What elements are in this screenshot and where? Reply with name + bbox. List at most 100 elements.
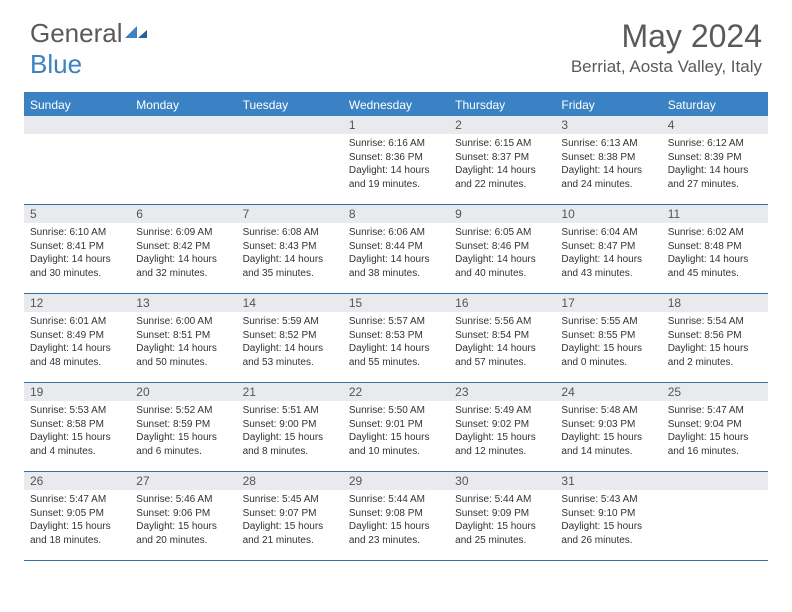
day-line: Sunset: 9:10 PM [561,507,655,521]
day-cell: 28Sunrise: 5:45 AMSunset: 9:07 PMDayligh… [237,472,343,560]
day-number: 31 [555,472,661,490]
day-line: Daylight: 14 hours and 40 minutes. [455,253,549,280]
day-cell: 21Sunrise: 5:51 AMSunset: 9:00 PMDayligh… [237,383,343,471]
day-line: Sunset: 8:51 PM [136,329,230,343]
week-row: 5Sunrise: 6:10 AMSunset: 8:41 PMDaylight… [24,205,768,294]
day-cell: 6Sunrise: 6:09 AMSunset: 8:42 PMDaylight… [130,205,236,293]
day-number: 12 [24,294,130,312]
brand-part1: General [30,18,123,48]
day-number: 6 [130,205,236,223]
day-line: Sunrise: 6:00 AM [136,315,230,329]
day-line: Daylight: 14 hours and 24 minutes. [561,164,655,191]
day-line: Sunset: 9:07 PM [243,507,337,521]
day-content: Sunrise: 6:08 AMSunset: 8:43 PMDaylight:… [237,223,343,284]
day-line: Daylight: 14 hours and 50 minutes. [136,342,230,369]
day-cell: 8Sunrise: 6:06 AMSunset: 8:44 PMDaylight… [343,205,449,293]
weekday-header: Saturday [662,94,768,116]
day-line: Sunrise: 5:51 AM [243,404,337,418]
day-cell: 18Sunrise: 5:54 AMSunset: 8:56 PMDayligh… [662,294,768,382]
day-line: Sunset: 9:09 PM [455,507,549,521]
day-line: Sunrise: 5:47 AM [30,493,124,507]
day-line: Sunrise: 6:01 AM [30,315,124,329]
day-number [24,116,130,134]
day-line: Daylight: 15 hours and 20 minutes. [136,520,230,547]
day-line: Sunset: 9:02 PM [455,418,549,432]
day-line: Sunset: 8:49 PM [30,329,124,343]
day-line: Daylight: 15 hours and 26 minutes. [561,520,655,547]
day-content: Sunrise: 5:53 AMSunset: 8:58 PMDaylight:… [24,401,130,462]
day-content: Sunrise: 5:45 AMSunset: 9:07 PMDaylight:… [237,490,343,551]
day-line: Daylight: 15 hours and 23 minutes. [349,520,443,547]
day-line: Sunrise: 5:48 AM [561,404,655,418]
day-line: Sunrise: 5:57 AM [349,315,443,329]
day-line: Sunrise: 5:46 AM [136,493,230,507]
day-cell [24,116,130,204]
day-content: Sunrise: 6:05 AMSunset: 8:46 PMDaylight:… [449,223,555,284]
day-number [662,472,768,490]
day-content: Sunrise: 5:59 AMSunset: 8:52 PMDaylight:… [237,312,343,373]
day-number: 2 [449,116,555,134]
day-content: Sunrise: 5:47 AMSunset: 9:05 PMDaylight:… [24,490,130,551]
day-line: Daylight: 15 hours and 10 minutes. [349,431,443,458]
day-line: Daylight: 14 hours and 53 minutes. [243,342,337,369]
day-line: Sunrise: 5:43 AM [561,493,655,507]
day-cell: 13Sunrise: 6:00 AMSunset: 8:51 PMDayligh… [130,294,236,382]
day-cell: 20Sunrise: 5:52 AMSunset: 8:59 PMDayligh… [130,383,236,471]
day-content: Sunrise: 6:12 AMSunset: 8:39 PMDaylight:… [662,134,768,195]
day-content: Sunrise: 5:55 AMSunset: 8:55 PMDaylight:… [555,312,661,373]
calendar: SundayMondayTuesdayWednesdayThursdayFrid… [24,92,768,561]
day-number: 7 [237,205,343,223]
day-number: 18 [662,294,768,312]
day-cell [237,116,343,204]
day-number: 1 [343,116,449,134]
day-line: Sunset: 8:47 PM [561,240,655,254]
day-content [130,134,236,141]
day-line: Sunset: 8:38 PM [561,151,655,165]
day-content: Sunrise: 5:54 AMSunset: 8:56 PMDaylight:… [662,312,768,373]
day-content: Sunrise: 6:04 AMSunset: 8:47 PMDaylight:… [555,223,661,284]
weekday-header: Tuesday [237,94,343,116]
day-cell: 9Sunrise: 6:05 AMSunset: 8:46 PMDaylight… [449,205,555,293]
day-line: Sunset: 8:43 PM [243,240,337,254]
day-cell: 30Sunrise: 5:44 AMSunset: 9:09 PMDayligh… [449,472,555,560]
day-line: Daylight: 14 hours and 19 minutes. [349,164,443,191]
day-line: Daylight: 15 hours and 8 minutes. [243,431,337,458]
day-line: Daylight: 15 hours and 25 minutes. [455,520,549,547]
day-number: 30 [449,472,555,490]
day-number [130,116,236,134]
day-cell: 14Sunrise: 5:59 AMSunset: 8:52 PMDayligh… [237,294,343,382]
day-line: Sunrise: 6:15 AM [455,137,549,151]
week-row: 26Sunrise: 5:47 AMSunset: 9:05 PMDayligh… [24,472,768,561]
day-cell: 19Sunrise: 5:53 AMSunset: 8:58 PMDayligh… [24,383,130,471]
day-line: Sunrise: 5:44 AM [349,493,443,507]
day-line: Sunrise: 6:16 AM [349,137,443,151]
day-cell: 31 Sunrise: 5:43 AMSunset: 9:10 PMDayligh… [555,472,661,560]
day-line: Sunrise: 5:52 AM [136,404,230,418]
day-cell: 3Sunrise: 6:13 AMSunset: 8:38 PMDaylight… [555,116,661,204]
day-number: 17 [555,294,661,312]
day-line: Daylight: 14 hours and 27 minutes. [668,164,762,191]
day-line: Sunrise: 5:53 AM [30,404,124,418]
day-line: Sunset: 8:53 PM [349,329,443,343]
day-line: Daylight: 15 hours and 21 minutes. [243,520,337,547]
day-cell: 22Sunrise: 5:50 AMSunset: 9:01 PMDayligh… [343,383,449,471]
brand-logo: GeneralBlue [30,18,149,80]
day-line: Daylight: 14 hours and 38 minutes. [349,253,443,280]
day-cell: 15Sunrise: 5:57 AMSunset: 8:53 PMDayligh… [343,294,449,382]
day-line: Daylight: 15 hours and 4 minutes. [30,431,124,458]
day-content: Sunrise: 6:00 AMSunset: 8:51 PMDaylight:… [130,312,236,373]
day-line: Sunrise: 5:45 AM [243,493,337,507]
day-number: 15 [343,294,449,312]
day-line: Sunset: 8:37 PM [455,151,549,165]
day-line: Sunrise: 6:12 AM [668,137,762,151]
brand-text: GeneralBlue [30,18,149,80]
day-line: Sunset: 9:08 PM [349,507,443,521]
day-line: Sunset: 9:05 PM [30,507,124,521]
day-number: 11 [662,205,768,223]
day-line: Sunrise: 5:50 AM [349,404,443,418]
day-content: Sunrise: 6:06 AMSunset: 8:44 PMDaylight:… [343,223,449,284]
day-cell: 2Sunrise: 6:15 AMSunset: 8:37 PMDaylight… [449,116,555,204]
day-cell: 24Sunrise: 5:48 AMSunset: 9:03 PMDayligh… [555,383,661,471]
day-cell: 11Sunrise: 6:02 AMSunset: 8:48 PMDayligh… [662,205,768,293]
day-number: 5 [24,205,130,223]
